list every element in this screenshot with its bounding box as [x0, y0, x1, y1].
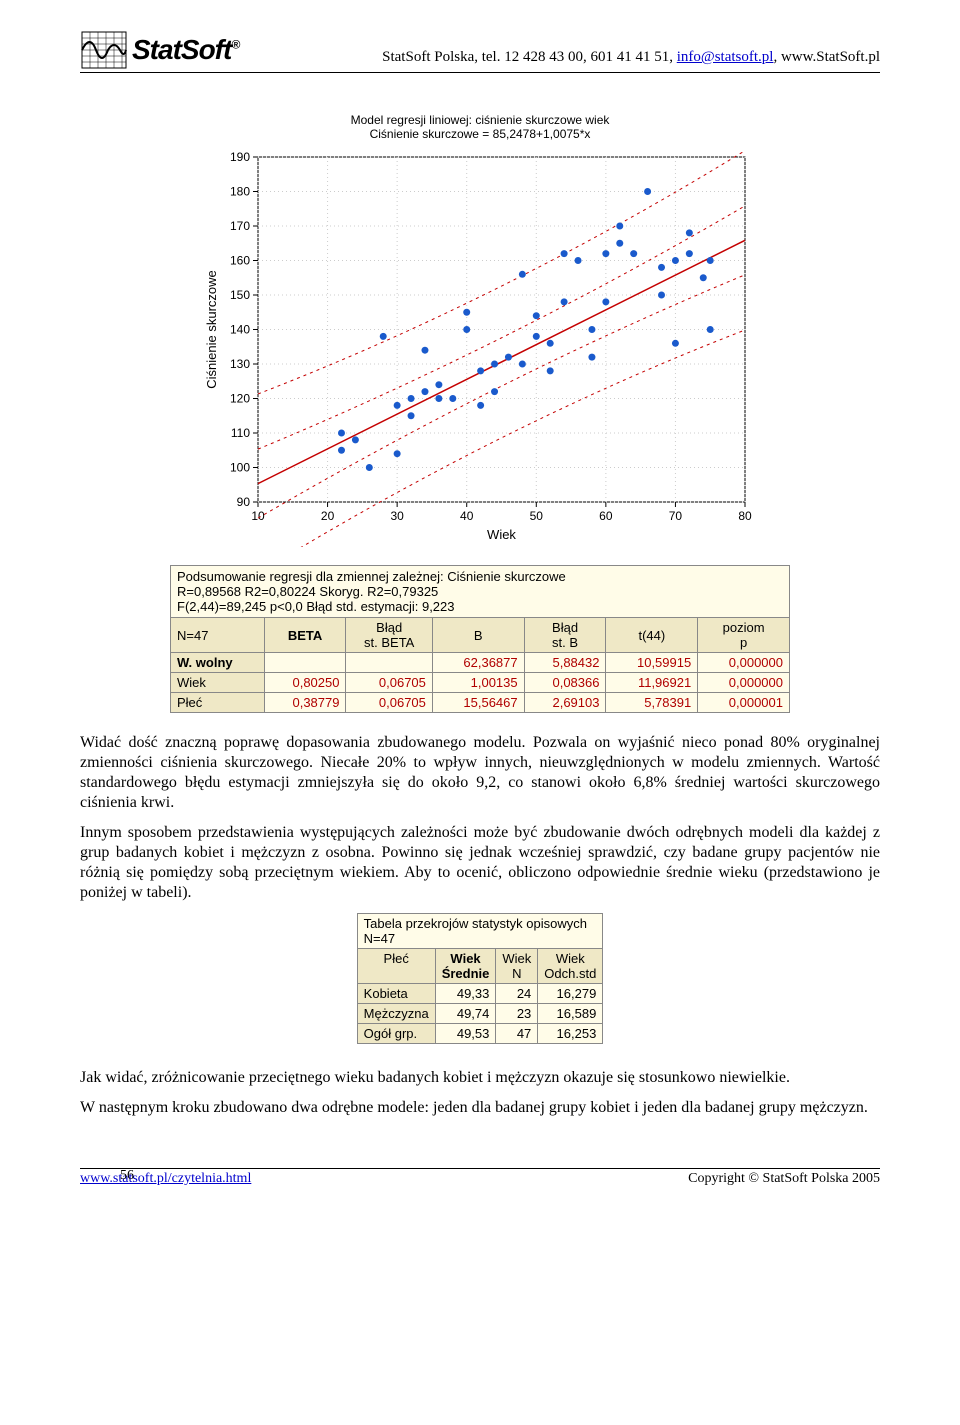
svg-text:Wiek: Wiek	[487, 527, 516, 542]
svg-text:80: 80	[738, 509, 752, 523]
chart-svg: 10 20 30 40 50 60 70 80 90 100 110 120 130 140 150 160 1…	[200, 147, 760, 547]
paragraph-1: Widać dość znaczną poprawę dopasowania z…	[80, 733, 880, 813]
logo: StatSoft®	[80, 30, 239, 70]
descriptive-stats-table: Tabela przekrojów statystyk opisowych N=…	[357, 913, 604, 1044]
chart-title-1: Model regresji liniowej: ciśnienie skurc…	[200, 113, 760, 127]
svg-text:150: 150	[230, 288, 250, 302]
footer-link[interactable]: www.statsoft.pl/czytelnia.html	[80, 1171, 251, 1187]
footer-copyright: Copyright © StatSoft Polska 2005	[688, 1171, 880, 1187]
svg-text:140: 140	[230, 323, 250, 337]
svg-text:60: 60	[599, 509, 613, 523]
svg-text:50: 50	[530, 509, 544, 523]
svg-text:110: 110	[231, 426, 250, 440]
paragraph-2: Innym sposobem przedstawienia występując…	[80, 823, 880, 903]
svg-text:130: 130	[230, 357, 250, 371]
logo-icon	[80, 30, 128, 70]
svg-text:90: 90	[237, 495, 251, 509]
svg-text:100: 100	[230, 461, 250, 475]
regression-table-caption: Podsumowanie regresji dla zmiennej zależ…	[170, 565, 790, 617]
svg-text:10: 10	[251, 509, 265, 523]
header-email-link[interactable]: info@statsoft.pl	[677, 49, 774, 65]
svg-text:30: 30	[390, 509, 404, 523]
logo-text: StatSoft®	[132, 34, 239, 66]
chart-title-2: Ciśnienie skurczowe = 85,2478+1,0075*x	[200, 127, 760, 141]
page-number: 56	[120, 1168, 134, 1184]
desc-table-caption: Tabela przekrojów statystyk opisowych N=…	[357, 913, 604, 948]
regression-chart: Model regresji liniowej: ciśnienie skurc…	[200, 113, 760, 547]
svg-text:120: 120	[230, 392, 250, 406]
svg-text:20: 20	[321, 509, 335, 523]
svg-text:40: 40	[460, 509, 474, 523]
svg-text:190: 190	[230, 150, 250, 164]
header-contact: StatSoft Polska, tel. 12 428 43 00, 601 …	[382, 49, 880, 70]
paragraph-4: W następnym kroku zbudowano dwa odrębne …	[80, 1098, 880, 1118]
page-header: StatSoft® StatSoft Polska, tel. 12 428 4…	[80, 30, 880, 73]
svg-text:70: 70	[669, 509, 683, 523]
paragraph-3: Jak widać, zróżnicowanie przeciętnego wi…	[80, 1068, 880, 1088]
page-footer: www.statsoft.pl/czytelnia.html Copyright…	[80, 1168, 880, 1187]
regression-summary-table: Podsumowanie regresji dla zmiennej zależ…	[170, 565, 790, 713]
svg-text:Ciśnienie skurczowe: Ciśnienie skurczowe	[204, 270, 219, 389]
svg-text:180: 180	[230, 185, 250, 199]
svg-text:170: 170	[230, 219, 250, 233]
svg-text:160: 160	[230, 254, 250, 268]
